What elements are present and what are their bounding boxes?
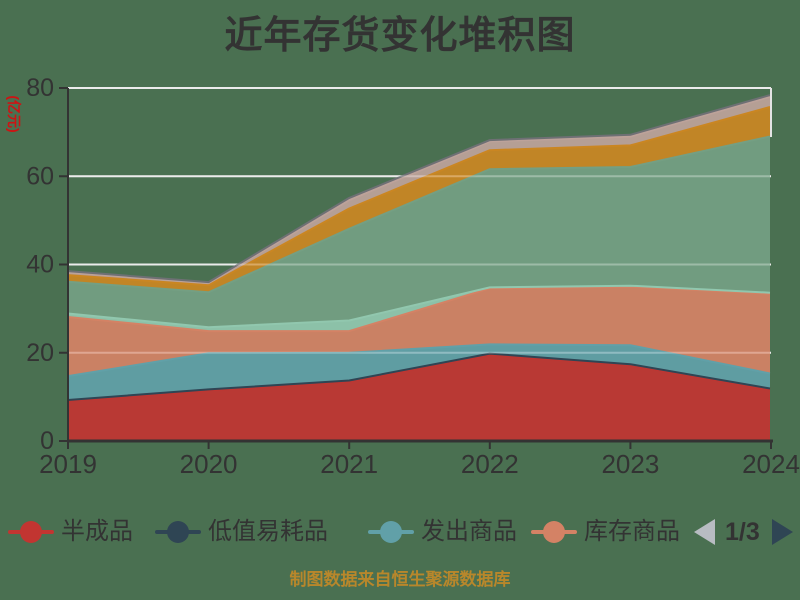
series-outlines xyxy=(67,94,771,402)
legend-line-circle-icon xyxy=(531,520,577,544)
x-tick-label: 2024 xyxy=(742,449,800,479)
legend-item-fachushangpin[interactable]: 发出商品 xyxy=(368,518,517,546)
series-line xyxy=(67,284,771,329)
series-line xyxy=(67,352,771,401)
x-tick-label: 2019 xyxy=(39,449,97,479)
y-tick-label: 20 xyxy=(26,339,54,367)
area-band xyxy=(68,354,770,441)
data-source-note: 制图数据来自恒生聚源数据库 xyxy=(289,570,511,589)
legend-item-kucunshangpin[interactable]: 库存商品 xyxy=(531,518,680,546)
x-tick-label: 2023 xyxy=(601,449,659,479)
area-series xyxy=(68,95,770,441)
area-band xyxy=(68,96,770,286)
area-band xyxy=(68,344,770,400)
chart-title: 近年存货变化堆积图 xyxy=(224,15,576,57)
legend-line-circle-icon xyxy=(8,520,54,544)
legend-pager-label: 1/3 xyxy=(725,518,760,546)
area-band xyxy=(68,285,770,332)
legend-label: 低值易耗品 xyxy=(208,518,328,545)
y-tick-label: 40 xyxy=(26,251,54,279)
legend-item-banchengpin[interactable]: 半成品 xyxy=(8,518,133,546)
legend-label: 库存商品 xyxy=(584,518,680,545)
legend-label: 发出商品 xyxy=(421,518,517,545)
legend-label: 半成品 xyxy=(61,518,133,545)
x-tick-label: 2022 xyxy=(461,449,519,479)
area-band xyxy=(68,286,770,377)
grid-overlay xyxy=(68,87,772,354)
legend-line-circle-icon xyxy=(155,520,201,544)
legend-next-page-icon[interactable] xyxy=(771,519,793,545)
area-band xyxy=(68,136,770,328)
legend-item-dizhiyihaopin[interactable]: 低值易耗品 xyxy=(155,518,328,546)
x-tick-label: 2021 xyxy=(320,449,378,479)
y-tick-label: 60 xyxy=(26,162,54,190)
x-tick-label: 2020 xyxy=(180,449,238,479)
series-line xyxy=(67,94,771,284)
legend-prev-page-icon[interactable] xyxy=(694,519,715,545)
stacked-area-plot: 0 20 40 60 80 2019 2020 2021 2022 2023 2024 xyxy=(26,74,800,479)
axes xyxy=(59,87,773,449)
legend-line-circle-icon xyxy=(368,520,414,544)
series-line xyxy=(67,106,771,287)
y-tick-label: 80 xyxy=(26,74,54,102)
tick-labels: 0 20 40 60 80 2019 2020 2021 2022 2023 2024 xyxy=(26,74,800,479)
y-tick-label: 0 xyxy=(40,427,54,455)
legend: 半成品 低值易耗品 发出商品 库存商品 1/3 xyxy=(0,518,800,546)
legend-pager: 1/3 xyxy=(694,518,793,546)
series-line xyxy=(67,135,771,294)
area-band xyxy=(68,107,770,293)
series-line xyxy=(67,343,771,378)
